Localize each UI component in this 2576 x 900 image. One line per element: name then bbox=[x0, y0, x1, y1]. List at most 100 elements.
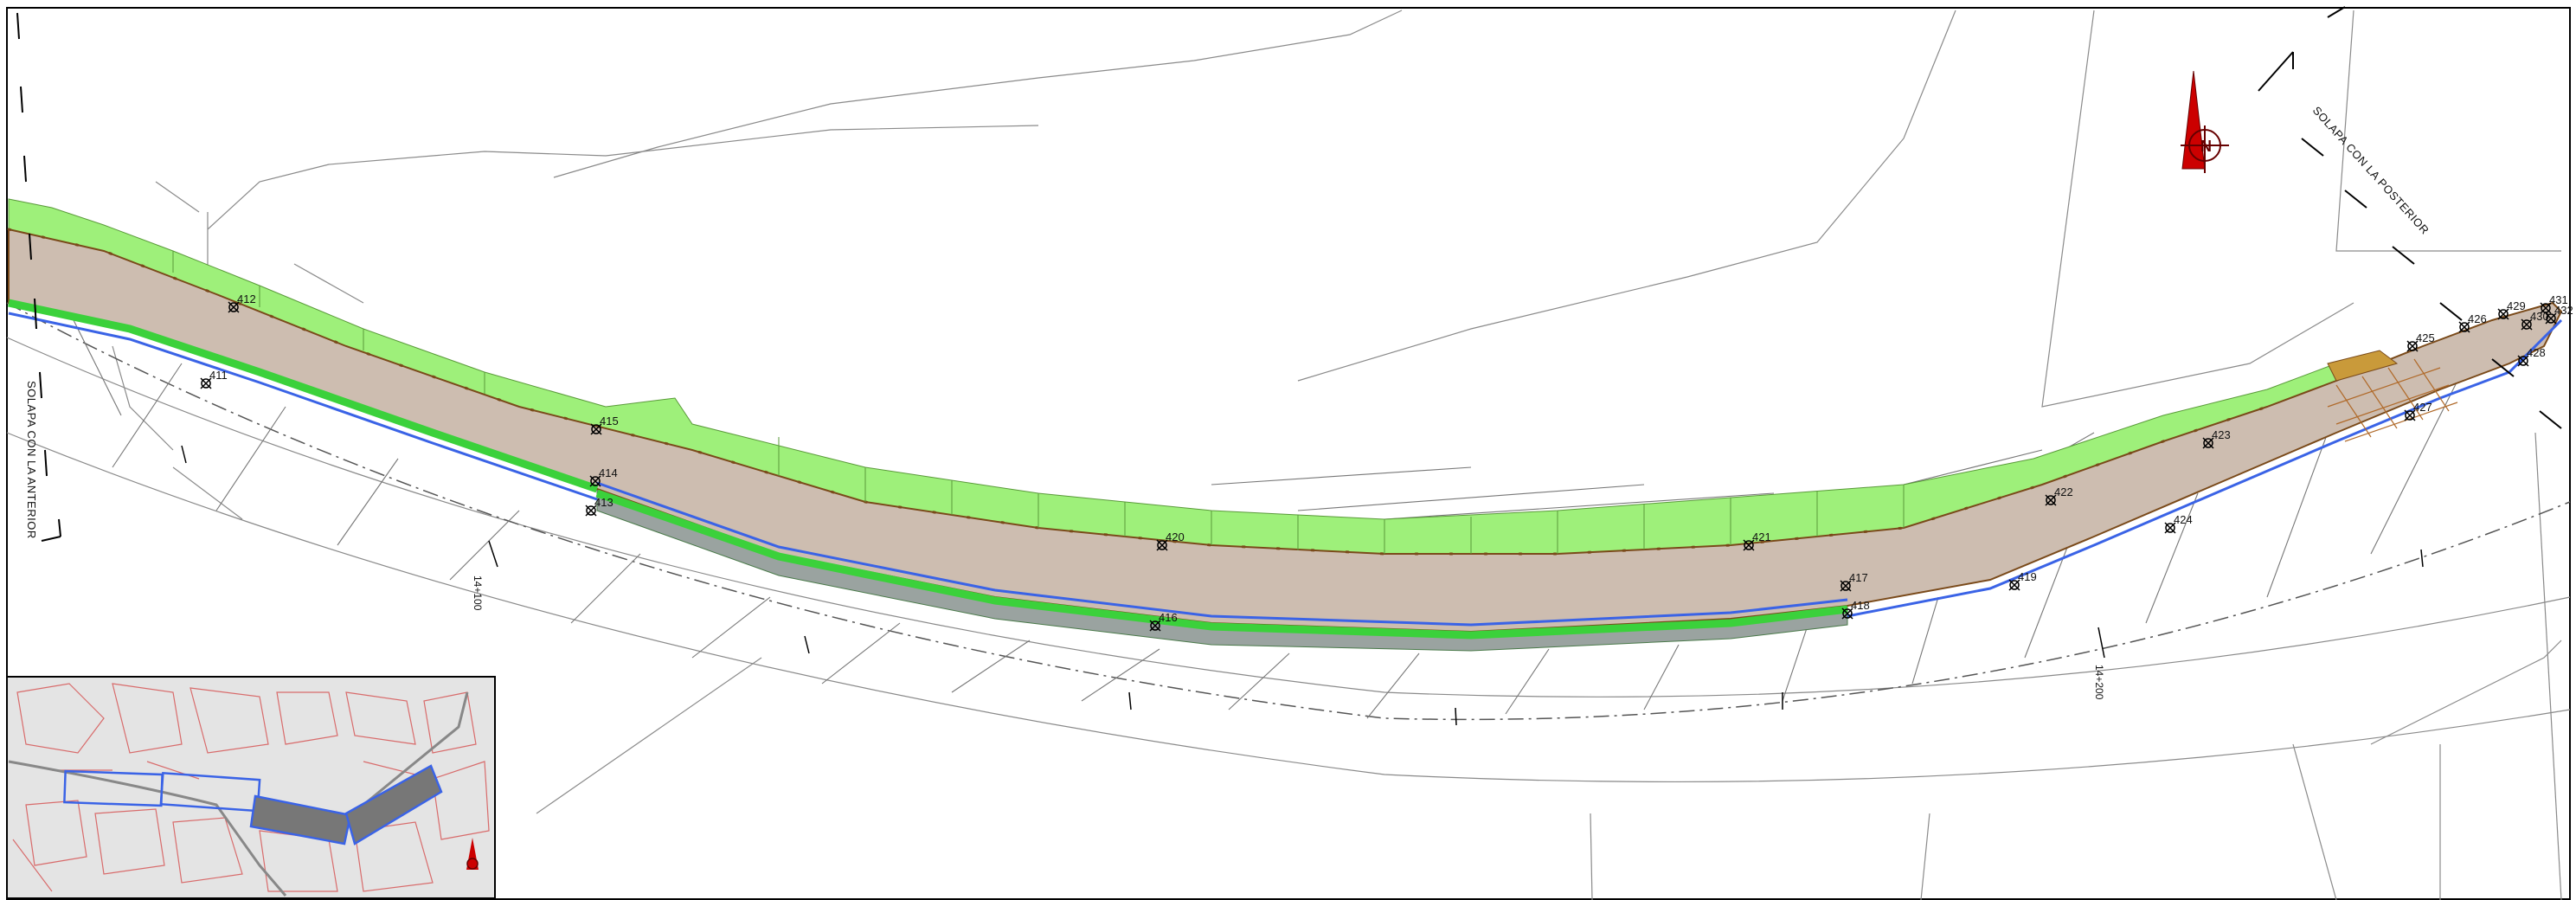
survey-point-marker bbox=[2009, 580, 2020, 590]
survey-point-422: 422 bbox=[2045, 485, 2073, 506]
hatched-area bbox=[2327, 350, 2458, 442]
survey-point-cross bbox=[1841, 608, 1853, 620]
survey-point-cross bbox=[2164, 522, 2176, 534]
survey-point-418: 418 bbox=[1841, 599, 1870, 620]
survey-point-label: 414 bbox=[599, 466, 618, 479]
survey-point-label: 419 bbox=[2018, 570, 2037, 583]
survey-point-marker bbox=[228, 302, 239, 312]
survey-point-416: 416 bbox=[1149, 611, 1178, 632]
survey-point-marker bbox=[2046, 495, 2056, 505]
overlap-previous-marks bbox=[16, 12, 61, 542]
survey-point-cross bbox=[200, 377, 212, 389]
survey-point-label: 425 bbox=[2416, 331, 2435, 344]
survey-point-cross bbox=[2458, 321, 2470, 333]
embankment-ticks bbox=[172, 251, 1905, 554]
cross-section-lines bbox=[68, 311, 2458, 719]
survey-point-marker bbox=[2459, 322, 2470, 332]
survey-point-marker bbox=[2407, 341, 2418, 351]
survey-point-marker bbox=[2165, 523, 2175, 533]
survey-point-cross bbox=[1149, 620, 1161, 632]
survey-point-label: 411 bbox=[209, 369, 228, 382]
survey-point-label: 418 bbox=[1851, 599, 1870, 612]
survey-point-label: 412 bbox=[237, 292, 256, 305]
survey-point-cross bbox=[2540, 302, 2552, 314]
survey-point-cross bbox=[2045, 494, 2057, 506]
survey-point-marker bbox=[1840, 581, 1851, 591]
survey-point-label: 426 bbox=[2468, 312, 2487, 325]
chainage-marks bbox=[181, 445, 2424, 726]
survey-points: 411 412 413 414 415 416 417 418 419 420 421 422 423 4… bbox=[200, 292, 2573, 632]
survey-point-cross bbox=[2521, 318, 2533, 331]
survey-point-label: 423 bbox=[2212, 428, 2231, 441]
survey-point-label: 429 bbox=[2507, 299, 2526, 312]
survey-point-412: 412 bbox=[228, 292, 256, 313]
survey-point-marker bbox=[591, 424, 601, 434]
survey-point-marker bbox=[586, 505, 596, 516]
survey-point-cross bbox=[2545, 312, 2557, 325]
survey-point-cross bbox=[228, 301, 240, 313]
north-letter: N bbox=[2200, 138, 2212, 155]
survey-point-425: 425 bbox=[2406, 331, 2435, 352]
survey-point-423: 423 bbox=[2202, 428, 2231, 449]
survey-point-marker bbox=[201, 378, 211, 389]
survey-point-marker bbox=[2521, 319, 2532, 330]
survey-point-cross bbox=[1743, 539, 1755, 551]
survey-point-430: 430 bbox=[2521, 310, 2549, 331]
survey-point-420: 420 bbox=[1156, 530, 1185, 551]
survey-point-label: 424 bbox=[2174, 513, 2193, 526]
survey-point-label: 432 bbox=[2554, 304, 2573, 317]
survey-point-cross bbox=[2406, 340, 2419, 352]
survey-point-marker bbox=[2541, 303, 2551, 313]
chainage-14100: 14+100 bbox=[472, 575, 484, 611]
survey-point-label: 415 bbox=[600, 415, 619, 428]
survey-point-cross bbox=[590, 423, 602, 435]
survey-point-label: 430 bbox=[2530, 310, 2549, 323]
survey-point-cross bbox=[2202, 437, 2214, 449]
survey-point-marker bbox=[2546, 313, 2556, 324]
axis-line bbox=[6, 302, 2571, 721]
survey-point-414: 414 bbox=[589, 466, 618, 487]
lower-green-strip bbox=[8, 299, 599, 493]
key-map-inset bbox=[6, 676, 496, 899]
survey-point-cross bbox=[589, 475, 601, 487]
overlap-previous-label: SOLAPA CON LA ANTERIOR bbox=[25, 381, 38, 539]
blue-edge-line bbox=[8, 312, 2563, 627]
survey-point-marker bbox=[1842, 608, 1853, 619]
survey-point-label: 428 bbox=[2527, 346, 2546, 359]
survey-point-cross bbox=[1840, 580, 1852, 592]
terrain-lines bbox=[6, 10, 2571, 900]
survey-point-431: 431 bbox=[2540, 293, 2568, 314]
chainage-14200: 14+200 bbox=[2093, 665, 2105, 700]
survey-point-label: 413 bbox=[594, 496, 613, 509]
survey-point-421: 421 bbox=[1743, 530, 1771, 551]
survey-point-cross bbox=[2517, 355, 2529, 367]
survey-point-label: 427 bbox=[2413, 401, 2432, 414]
survey-point-cross bbox=[2404, 409, 2416, 421]
survey-point-marker bbox=[2518, 356, 2528, 366]
survey-point-label: 421 bbox=[1752, 530, 1771, 543]
survey-point-428: 428 bbox=[2517, 346, 2546, 367]
survey-point-cross bbox=[2497, 308, 2509, 320]
survey-point-424: 424 bbox=[2164, 513, 2193, 534]
overlap-next-marks bbox=[2258, 6, 2562, 429]
survey-point-427: 427 bbox=[2404, 401, 2432, 421]
survey-point-cross bbox=[585, 505, 597, 517]
survey-point-cross bbox=[2008, 579, 2020, 591]
survey-point-label: 417 bbox=[1849, 571, 1868, 584]
lower-green-strip-2 bbox=[595, 489, 1848, 640]
survey-point-label: 420 bbox=[1166, 530, 1185, 543]
survey-point-413: 413 bbox=[585, 496, 613, 517]
survey-point-marker bbox=[2405, 410, 2415, 421]
survey-point-marker bbox=[2498, 309, 2509, 319]
survey-point-label: 416 bbox=[1159, 611, 1178, 624]
survey-point-426: 426 bbox=[2458, 312, 2487, 333]
north-arrow: N bbox=[2181, 70, 2229, 173]
survey-point-marker bbox=[1157, 540, 1167, 550]
survey-point-marker bbox=[2203, 438, 2213, 448]
survey-point-marker bbox=[1744, 540, 1754, 550]
survey-point-marker bbox=[1150, 620, 1160, 631]
survey-point-417: 417 bbox=[1840, 571, 1868, 592]
survey-point-411: 411 bbox=[200, 369, 228, 389]
survey-point-415: 415 bbox=[590, 415, 619, 435]
